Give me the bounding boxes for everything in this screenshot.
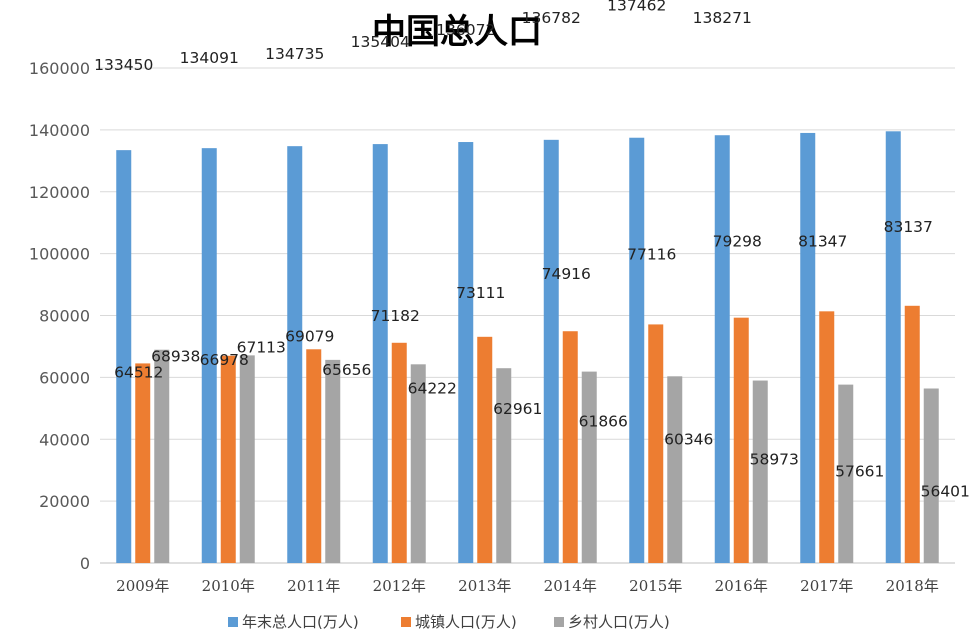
bar — [819, 311, 835, 563]
bar — [287, 146, 303, 564]
y-tick-label: 80000 — [39, 307, 90, 326]
data-label: 73111 — [456, 284, 505, 302]
bar — [581, 371, 597, 563]
legend-label: 城镇人口(万人) — [415, 613, 517, 631]
bar — [543, 139, 559, 563]
chart-title: 中国总人口 — [372, 12, 542, 52]
bar — [629, 137, 645, 564]
x-tick-label: 2015年 — [629, 577, 682, 595]
data-label: 64222 — [408, 379, 457, 397]
bar — [838, 384, 854, 563]
bar — [733, 317, 749, 563]
bar — [667, 376, 683, 563]
x-tick-label: 2014年 — [544, 577, 597, 595]
y-tick-label: 0 — [80, 554, 90, 573]
x-tick-label: 2013年 — [458, 577, 511, 595]
y-tick-label: 160000 — [29, 59, 90, 78]
y-tick-label: 60000 — [39, 368, 90, 387]
bar — [648, 324, 664, 563]
data-label: 57661 — [835, 463, 884, 481]
data-label: 133450 — [94, 56, 153, 74]
bar — [325, 359, 341, 563]
bar — [752, 380, 768, 563]
bar — [714, 135, 730, 563]
x-tick-label: 2010年 — [202, 577, 255, 595]
data-label: 69079 — [285, 327, 334, 345]
bar — [410, 364, 426, 563]
data-label: 68938 — [151, 348, 200, 366]
bar — [391, 342, 407, 563]
x-tick-label: 2018年 — [886, 577, 939, 595]
data-label: 77116 — [627, 245, 676, 263]
data-label: 134735 — [265, 45, 324, 63]
data-label: 136782 — [522, 9, 581, 27]
data-label: 61866 — [579, 413, 628, 431]
x-tick-label: 2016年 — [715, 577, 768, 595]
data-label: 135404 — [351, 33, 410, 51]
bar — [154, 349, 170, 563]
data-label: 136072 — [436, 21, 495, 39]
data-label: 79298 — [713, 233, 762, 251]
y-tick-label: 100000 — [29, 245, 90, 264]
bar — [372, 144, 388, 563]
data-label: 66978 — [200, 351, 249, 369]
bars — [116, 131, 939, 564]
x-tick-label: 2012年 — [373, 577, 426, 595]
y-axis: 0 20000 40000 60000 80000 100000 120000 140000 1… — [29, 59, 90, 573]
legend-swatch — [228, 617, 238, 627]
bar — [220, 355, 236, 563]
data-label: 62961 — [493, 400, 542, 418]
legend-swatch — [401, 617, 411, 627]
bar — [116, 150, 132, 563]
legend-swatch — [554, 617, 564, 627]
y-tick-label: 40000 — [39, 430, 90, 449]
bar — [923, 388, 939, 563]
x-axis: 2009年 2010年 2011年 2012年 2013年 2014年 2015年 2016年… — [116, 577, 939, 595]
bar — [306, 349, 322, 563]
bar — [477, 336, 493, 563]
bar — [135, 363, 151, 563]
y-tick-label: 120000 — [29, 183, 90, 202]
bar — [885, 131, 901, 563]
legend-label: 乡村人口(万人) — [568, 613, 670, 631]
bar — [904, 305, 920, 563]
bar — [562, 331, 578, 563]
data-label: 134091 — [180, 49, 239, 67]
bar — [201, 148, 217, 563]
data-label: 67113 — [237, 338, 286, 356]
y-tick-label: 140000 — [29, 121, 90, 140]
legend-label: 年末总人口(万人) — [242, 613, 359, 631]
data-label: 137462 — [607, 0, 666, 15]
bar — [239, 355, 255, 563]
x-tick-label: 2009年 — [116, 577, 169, 595]
data-label: 74916 — [542, 265, 591, 283]
data-label: 56401 — [921, 483, 970, 501]
bar — [800, 132, 816, 563]
x-tick-label: 2017年 — [800, 577, 853, 595]
data-label: 83137 — [884, 218, 933, 236]
data-label: 65656 — [322, 361, 371, 379]
bar — [496, 368, 512, 563]
y-tick-label: 20000 — [39, 492, 90, 511]
data-label: 71182 — [371, 307, 420, 325]
data-label: 81347 — [798, 232, 847, 250]
data-label: 64512 — [114, 363, 163, 381]
data-label: 58973 — [750, 451, 799, 469]
data-label: 60346 — [664, 430, 713, 448]
data-label: 138271 — [693, 9, 752, 27]
x-tick-label: 2011年 — [287, 577, 340, 595]
bar — [458, 142, 474, 563]
legend: 年末总人口(万人) 城镇人口(万人) 乡村人口(万人) — [228, 613, 670, 631]
